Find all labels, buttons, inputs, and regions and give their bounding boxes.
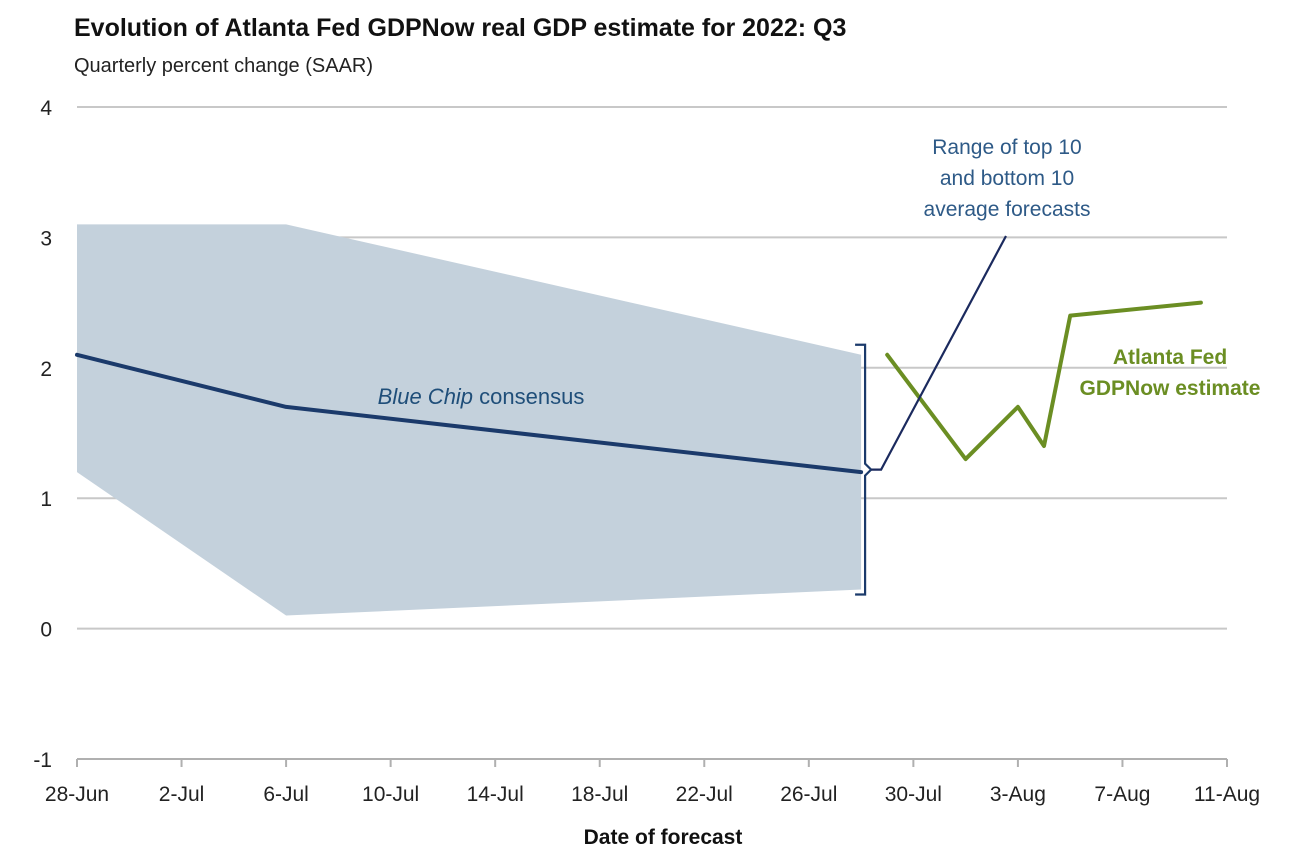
blue-chip-series-label-italic: Blue Chip [378,384,473,409]
range-band [77,224,862,616]
axis-layer: -1 0 1 2 3 4 28-Jun 2-Jul 6-Jul 10-Jul 14-Jul 18-Ju… [33,97,1260,806]
y-tick-label: -1 [33,749,52,772]
range-band-label: and bottom 10 [940,167,1074,190]
y-tick-label: 0 [40,619,52,642]
x-tick-label: 22-Jul [676,783,733,806]
x-tick-label: 2-Jul [159,783,205,806]
blue-chip-series-label: Blue Chip consensus [378,384,585,409]
annotation-layer: Range of top 10 and bottom 10 average fore… [378,136,1261,596]
y-tick-label: 1 [40,488,52,511]
x-tick-label: 7-Aug [1094,783,1150,806]
x-tick-label: 3-Aug [990,783,1046,806]
y-tick-label: 3 [40,227,52,250]
series-layer [75,300,1203,475]
x-tick-label: 6-Jul [263,783,309,806]
gdpnow-series-label: Atlanta Fed [1113,346,1227,369]
y-tick-label: 2 [40,358,52,381]
chart-subtitle: Quarterly percent change (SAAR) [74,55,374,77]
range-band-label: average forecasts [924,198,1091,221]
x-tick-label: 30-Jul [885,783,942,806]
x-tick-label: 18-Jul [571,783,628,806]
series-line [75,352,864,475]
range-leader-line [871,235,1007,471]
x-tick-label: 28-Jun [45,783,109,806]
range-band-layer [77,224,862,616]
y-tick-label: 4 [40,97,52,120]
range-band-label: Range of top 10 [932,136,1081,159]
series-line [885,300,1203,462]
gdpnow-series-label: GDPNow estimate [1080,377,1261,400]
x-axis-title: Date of forecast [584,826,743,849]
x-tick-label: 10-Jul [362,783,419,806]
x-tick-label: 14-Jul [467,783,524,806]
x-tick-label: 11-Aug [1194,783,1260,806]
x-tick-label: 26-Jul [780,783,837,806]
blue-chip-series-label-rest: consensus [473,384,584,409]
chart-title: Evolution of Atlanta Fed GDPNow real GDP… [74,14,847,42]
